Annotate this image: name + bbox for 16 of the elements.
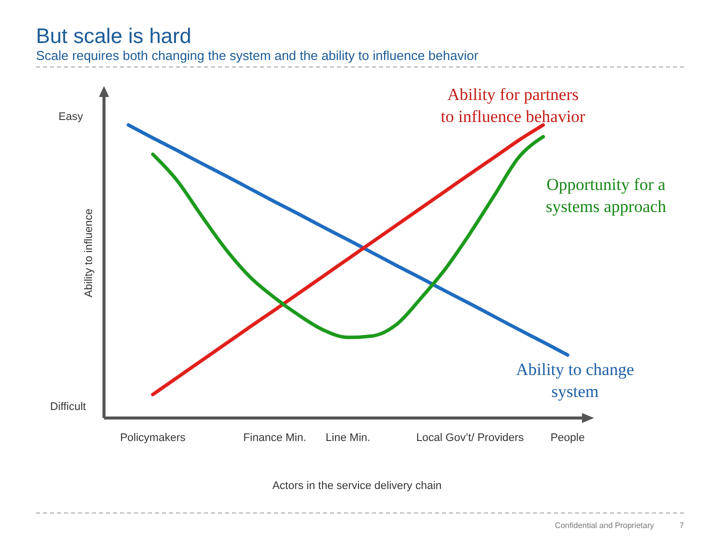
chart-title: But scale is hard: [36, 25, 192, 48]
text: Difficult: [50, 401, 86, 413]
x-tick-label: Finance Min.: [243, 432, 306, 444]
y-axis-title: Ability to influence: [83, 208, 95, 298]
chart-subtitle: Scale requires both changing the system and the ability to influence behavior: [36, 48, 479, 63]
text: Easy: [58, 111, 84, 123]
series-label: Opportunity for a systems approach: [546, 175, 667, 216]
x-tick-label: Policymakers: [120, 432, 186, 444]
x-tick-label: People: [550, 432, 585, 444]
x-tick-label: Line Min.: [326, 432, 370, 444]
x-axis-title: Actors in the service delivery chain: [272, 480, 442, 492]
x-tick-label: Local Gov’t/ Providers: [416, 432, 524, 444]
text: 7: [680, 521, 685, 530]
series-label: Ability for partners to influence behavior: [440, 85, 586, 126]
series-label: Ability to change system: [516, 360, 634, 401]
text: Confidential and Proprietary: [554, 521, 654, 530]
